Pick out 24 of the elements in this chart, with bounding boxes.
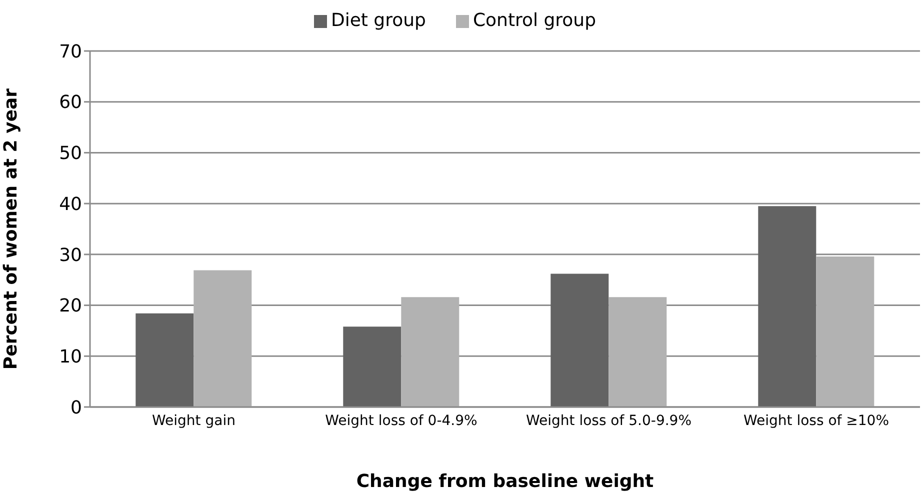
bar	[136, 313, 194, 407]
y-tick-label: 60	[59, 92, 82, 114]
y-tick-label: 30	[59, 244, 82, 266]
x-tick-label: Weight gain	[152, 412, 236, 429]
bar	[401, 297, 460, 407]
bar	[550, 274, 609, 407]
legend-label: Control group	[472, 10, 596, 31]
bar	[816, 256, 874, 407]
x-tick-label: Weight loss of ≥10%	[743, 412, 890, 429]
y-tick-label: 50	[59, 143, 82, 164]
bar	[608, 297, 667, 407]
x-tick-label: Weight loss of 0-4.9%	[325, 412, 478, 429]
y-tick-label: 70	[59, 41, 82, 62]
legend-label: Diet group	[330, 10, 426, 31]
y-tick-label: 40	[59, 194, 82, 215]
bar	[343, 326, 402, 407]
bar	[758, 206, 816, 407]
y-tick-label: 20	[59, 296, 82, 317]
y-axis-title: Percent of women at 2 year	[0, 88, 22, 370]
y-tick-label: 0	[70, 397, 82, 418]
y-tick-label: 10	[59, 346, 82, 368]
x-tick-label: Weight loss of 5.0-9.9%	[526, 412, 692, 429]
bar	[194, 270, 252, 407]
x-axis-title: Change from baseline weight	[356, 471, 654, 492]
